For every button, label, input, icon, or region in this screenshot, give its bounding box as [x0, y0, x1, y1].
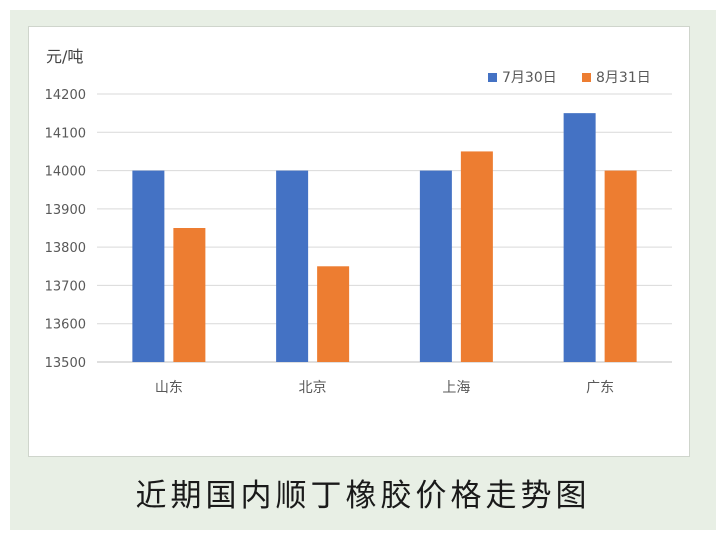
y-tick-label: 13900	[45, 203, 86, 218]
bar	[604, 170, 637, 362]
y-axis-label: 元/吨	[46, 47, 83, 66]
x-tick-label: 北京	[299, 380, 327, 396]
y-tick-label: 13800	[45, 241, 86, 256]
y-tick-label: 14000	[45, 165, 86, 180]
bar	[317, 266, 350, 362]
y-tick-label: 13500	[45, 356, 86, 371]
x-tick-label: 上海	[442, 380, 470, 396]
legend-swatch	[582, 73, 591, 82]
y-tick-label: 14100	[45, 126, 86, 141]
x-tick-label: 山东	[155, 380, 183, 396]
x-tick-label: 广东	[586, 380, 614, 396]
bar	[419, 170, 452, 362]
bar	[132, 170, 165, 362]
legend: 7月30日 8月31日	[488, 70, 651, 86]
bars	[132, 113, 637, 363]
x-tick-labels: 山东 北京 上海 广东	[155, 380, 614, 396]
bar	[276, 170, 309, 362]
y-tick-labels: 13500 13600 13700 13800 13900 14000 14100 14200	[45, 88, 86, 371]
legend-label: 7月30日	[502, 70, 557, 86]
y-tick-label: 13700	[45, 279, 86, 294]
bar	[563, 113, 596, 363]
legend-swatch	[488, 73, 497, 82]
y-tick-label: 13600	[45, 318, 86, 333]
bar	[173, 228, 206, 362]
legend-label: 8月31日	[596, 70, 651, 86]
bar	[460, 151, 493, 362]
chart-title: 近期国内顺丁橡胶价格走势图	[135, 478, 591, 514]
y-tick-label: 14200	[45, 88, 86, 103]
